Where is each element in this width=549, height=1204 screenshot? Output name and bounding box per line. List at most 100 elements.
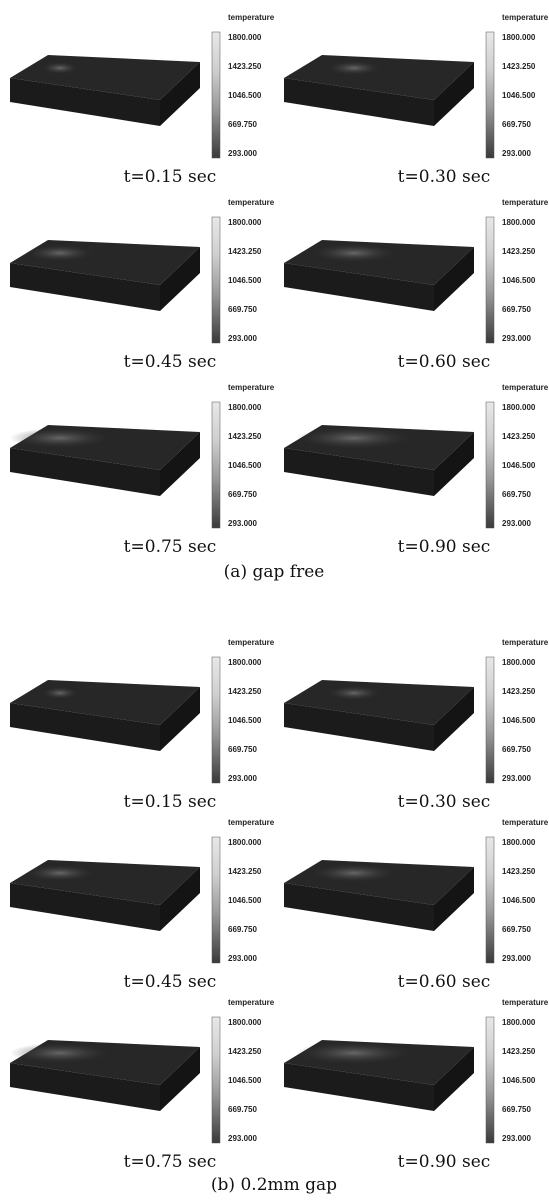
colorbar-label: 1046.500 bbox=[228, 716, 262, 725]
colorbar-label: 1423.250 bbox=[228, 62, 262, 71]
colorbar-label: 1423.250 bbox=[502, 62, 536, 71]
colorbar-label: 293.000 bbox=[502, 774, 531, 783]
time-label: t=0.15 sec bbox=[124, 792, 217, 812]
colorbar-label: 669.750 bbox=[502, 1105, 531, 1114]
slab-side bbox=[434, 867, 474, 931]
colorbar-title: temperature bbox=[502, 638, 549, 647]
time-label: t=0.75 sec bbox=[124, 1152, 217, 1172]
slab-front bbox=[10, 263, 160, 311]
colorbar-label: 1423.250 bbox=[502, 867, 536, 876]
hot-zone bbox=[296, 1042, 412, 1064]
colorbar-label: 1046.500 bbox=[228, 461, 262, 470]
colorbar bbox=[211, 656, 221, 784]
slab-side bbox=[160, 1047, 200, 1111]
colorbar bbox=[485, 216, 495, 344]
colorbar-label: 1800.000 bbox=[228, 403, 262, 412]
colorbar bbox=[485, 656, 495, 784]
time-label: t=0.45 sec bbox=[124, 352, 217, 372]
colorbar bbox=[211, 1016, 221, 1144]
hot-zone bbox=[296, 427, 412, 449]
colorbar-label: 1800.000 bbox=[502, 33, 536, 42]
time-label: t=0.45 sec bbox=[124, 972, 217, 992]
colorbar-title: temperature bbox=[228, 998, 275, 1007]
hot-zone bbox=[312, 864, 396, 882]
colorbar bbox=[211, 836, 221, 964]
colorbar-label: 1046.500 bbox=[502, 896, 536, 905]
colorbar-label: 1046.500 bbox=[228, 276, 262, 285]
colorbar-label: 1046.500 bbox=[228, 1076, 262, 1085]
colorbar-title: temperature bbox=[502, 383, 549, 392]
colorbar-label: 1800.000 bbox=[502, 838, 536, 847]
colorbar-title: temperature bbox=[228, 638, 275, 647]
colorbar-label: 669.750 bbox=[228, 745, 257, 754]
colorbar-title: temperature bbox=[502, 818, 549, 827]
colorbar-label: 1800.000 bbox=[228, 1018, 262, 1027]
slab-side bbox=[160, 867, 200, 931]
colorbar-label: 293.000 bbox=[502, 334, 531, 343]
colorbar bbox=[211, 216, 221, 344]
colorbar-title: temperature bbox=[228, 198, 275, 207]
colorbar bbox=[485, 401, 495, 529]
hot-zone bbox=[312, 244, 396, 262]
colorbar bbox=[485, 31, 495, 159]
slab-side bbox=[434, 62, 474, 126]
time-label: t=0.30 sec bbox=[398, 792, 491, 812]
colorbar-label: 1046.500 bbox=[502, 1076, 536, 1085]
slab-front bbox=[10, 883, 160, 931]
slab-front bbox=[10, 448, 160, 496]
colorbar-label: 1423.250 bbox=[502, 432, 536, 441]
group-caption: (b) 0.2mm gap bbox=[211, 1175, 337, 1195]
hot-zone bbox=[10, 428, 110, 448]
colorbar-title: temperature bbox=[228, 383, 275, 392]
colorbar-label: 1046.500 bbox=[228, 91, 262, 100]
colorbar-label: 1800.000 bbox=[502, 1018, 536, 1027]
slab-front bbox=[10, 703, 160, 751]
time-label: t=0.75 sec bbox=[124, 537, 217, 557]
colorbar bbox=[485, 1016, 495, 1144]
colorbar-label: 669.750 bbox=[502, 305, 531, 314]
time-label: t=0.60 sec bbox=[398, 972, 491, 992]
slab-front bbox=[284, 703, 434, 751]
colorbar-label: 669.750 bbox=[228, 1105, 257, 1114]
colorbar bbox=[211, 31, 221, 159]
colorbar-label: 669.750 bbox=[228, 490, 257, 499]
hot-zone bbox=[26, 865, 94, 881]
colorbar-label: 293.000 bbox=[228, 334, 257, 343]
slab-front bbox=[284, 78, 434, 126]
colorbar-label: 1423.250 bbox=[502, 247, 536, 256]
time-label: t=0.90 sec bbox=[398, 1152, 491, 1172]
colorbar-label: 669.750 bbox=[502, 745, 531, 754]
colorbar-label: 1423.250 bbox=[502, 687, 536, 696]
colorbar-label: 669.750 bbox=[228, 305, 257, 314]
time-label: t=0.90 sec bbox=[398, 537, 491, 557]
colorbar-label: 1423.250 bbox=[228, 432, 262, 441]
colorbar-label: 669.750 bbox=[502, 490, 531, 499]
colorbar-label: 1800.000 bbox=[228, 218, 262, 227]
slab-front bbox=[284, 448, 434, 496]
hot-zone bbox=[42, 687, 78, 699]
colorbar-label: 1046.500 bbox=[502, 276, 536, 285]
colorbar-title: temperature bbox=[228, 818, 275, 827]
time-label: t=0.15 sec bbox=[124, 167, 217, 187]
colorbar-label: 293.000 bbox=[502, 954, 531, 963]
slab-side bbox=[160, 247, 200, 311]
colorbar-label: 669.750 bbox=[502, 925, 531, 934]
slab-side bbox=[434, 687, 474, 751]
colorbar-title: temperature bbox=[228, 13, 275, 22]
slab-front bbox=[284, 263, 434, 311]
colorbar bbox=[485, 836, 495, 964]
colorbar bbox=[211, 401, 221, 529]
colorbar-label: 1800.000 bbox=[228, 33, 262, 42]
colorbar-label: 293.000 bbox=[502, 1134, 531, 1143]
colorbar-title: temperature bbox=[502, 198, 549, 207]
colorbar-label: 1423.250 bbox=[228, 867, 262, 876]
colorbar-label: 293.000 bbox=[502, 519, 531, 528]
colorbar-label: 669.750 bbox=[228, 925, 257, 934]
colorbar-label: 293.000 bbox=[228, 1134, 257, 1143]
colorbar-label: 1800.000 bbox=[502, 218, 536, 227]
hot-zone bbox=[328, 686, 380, 700]
slab-front bbox=[284, 1063, 434, 1111]
time-label: t=0.60 sec bbox=[398, 352, 491, 372]
slab-side bbox=[160, 62, 200, 126]
